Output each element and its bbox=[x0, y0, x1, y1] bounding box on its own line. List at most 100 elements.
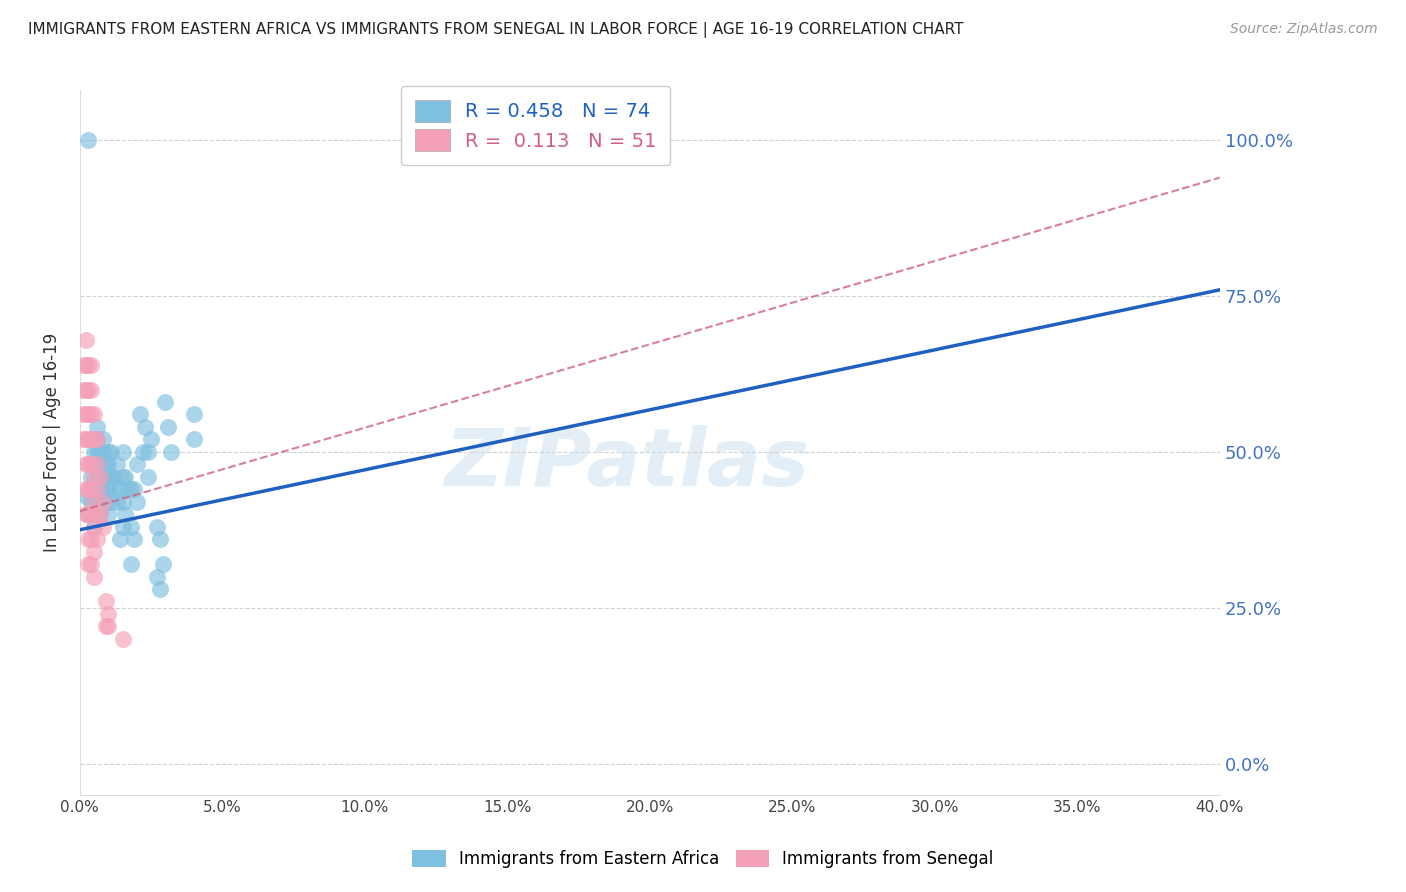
Point bbox=[80, 532, 103, 546]
Point bbox=[97, 470, 120, 484]
Point bbox=[72, 408, 94, 422]
Point bbox=[97, 483, 120, 497]
Point bbox=[80, 383, 103, 397]
Point bbox=[86, 483, 108, 497]
Point bbox=[83, 519, 105, 533]
Point bbox=[108, 483, 131, 497]
Point bbox=[114, 507, 136, 521]
Point bbox=[149, 582, 172, 596]
Point bbox=[183, 433, 205, 447]
Point bbox=[89, 507, 111, 521]
Point bbox=[125, 458, 148, 472]
Point bbox=[114, 470, 136, 484]
Point bbox=[91, 445, 114, 459]
Point bbox=[157, 420, 180, 434]
Point bbox=[94, 494, 117, 508]
Point bbox=[83, 483, 105, 497]
Text: Source: ZipAtlas.com: Source: ZipAtlas.com bbox=[1230, 22, 1378, 37]
Point bbox=[75, 507, 97, 521]
Point bbox=[77, 507, 100, 521]
Point bbox=[111, 519, 134, 533]
Point bbox=[183, 408, 205, 422]
Point bbox=[80, 557, 103, 571]
Point bbox=[91, 494, 114, 508]
Point bbox=[77, 483, 100, 497]
Point bbox=[83, 569, 105, 583]
Point bbox=[89, 483, 111, 497]
Point bbox=[86, 507, 108, 521]
Point bbox=[89, 470, 111, 484]
Point bbox=[97, 445, 120, 459]
Point bbox=[91, 494, 114, 508]
Point bbox=[83, 470, 105, 484]
Point bbox=[77, 458, 100, 472]
Point bbox=[139, 433, 162, 447]
Point bbox=[89, 445, 111, 459]
Point bbox=[83, 408, 105, 422]
Text: IMMIGRANTS FROM EASTERN AFRICA VS IMMIGRANTS FROM SENEGAL IN LABOR FORCE | AGE 1: IMMIGRANTS FROM EASTERN AFRICA VS IMMIGR… bbox=[28, 22, 963, 38]
Point bbox=[77, 557, 100, 571]
Point bbox=[100, 494, 122, 508]
Point bbox=[111, 494, 134, 508]
Point bbox=[83, 458, 105, 472]
Point bbox=[75, 458, 97, 472]
Point bbox=[80, 458, 103, 472]
Point bbox=[75, 408, 97, 422]
Point bbox=[103, 483, 125, 497]
Point bbox=[77, 532, 100, 546]
Point bbox=[155, 395, 177, 409]
Point bbox=[77, 133, 100, 147]
Point bbox=[108, 532, 131, 546]
Point bbox=[80, 507, 103, 521]
Point bbox=[80, 433, 103, 447]
Point bbox=[97, 507, 120, 521]
Point bbox=[134, 420, 156, 434]
Point bbox=[80, 358, 103, 372]
Point bbox=[103, 470, 125, 484]
Point bbox=[77, 433, 100, 447]
Point bbox=[136, 445, 159, 459]
Point bbox=[105, 494, 128, 508]
Legend: R = 0.458   N = 74, R =  0.113   N = 51: R = 0.458 N = 74, R = 0.113 N = 51 bbox=[401, 86, 671, 165]
Point bbox=[91, 470, 114, 484]
Point bbox=[120, 483, 142, 497]
Text: ZIPatlas: ZIPatlas bbox=[444, 425, 810, 503]
Point bbox=[117, 483, 139, 497]
Point bbox=[160, 445, 183, 459]
Point bbox=[80, 408, 103, 422]
Point bbox=[77, 408, 100, 422]
Point bbox=[97, 458, 120, 472]
Point bbox=[94, 458, 117, 472]
Point bbox=[128, 408, 150, 422]
Point bbox=[100, 470, 122, 484]
Point bbox=[86, 458, 108, 472]
Point bbox=[111, 632, 134, 646]
Point bbox=[83, 445, 105, 459]
Point bbox=[86, 507, 108, 521]
Point bbox=[89, 458, 111, 472]
Point bbox=[122, 532, 145, 546]
Point bbox=[83, 544, 105, 558]
Point bbox=[91, 519, 114, 533]
Point bbox=[83, 433, 105, 447]
Point bbox=[77, 383, 100, 397]
Point bbox=[86, 470, 108, 484]
Point bbox=[111, 470, 134, 484]
Point bbox=[97, 607, 120, 621]
Point bbox=[89, 470, 111, 484]
Point bbox=[152, 557, 174, 571]
Point bbox=[75, 483, 97, 497]
Point bbox=[83, 494, 105, 508]
Point bbox=[89, 494, 111, 508]
Point bbox=[77, 358, 100, 372]
Point bbox=[86, 420, 108, 434]
Point bbox=[111, 445, 134, 459]
Point bbox=[75, 333, 97, 347]
Point bbox=[91, 433, 114, 447]
Point bbox=[75, 383, 97, 397]
Point bbox=[125, 494, 148, 508]
Point bbox=[72, 433, 94, 447]
Point bbox=[149, 532, 172, 546]
Point bbox=[86, 433, 108, 447]
Point bbox=[120, 557, 142, 571]
